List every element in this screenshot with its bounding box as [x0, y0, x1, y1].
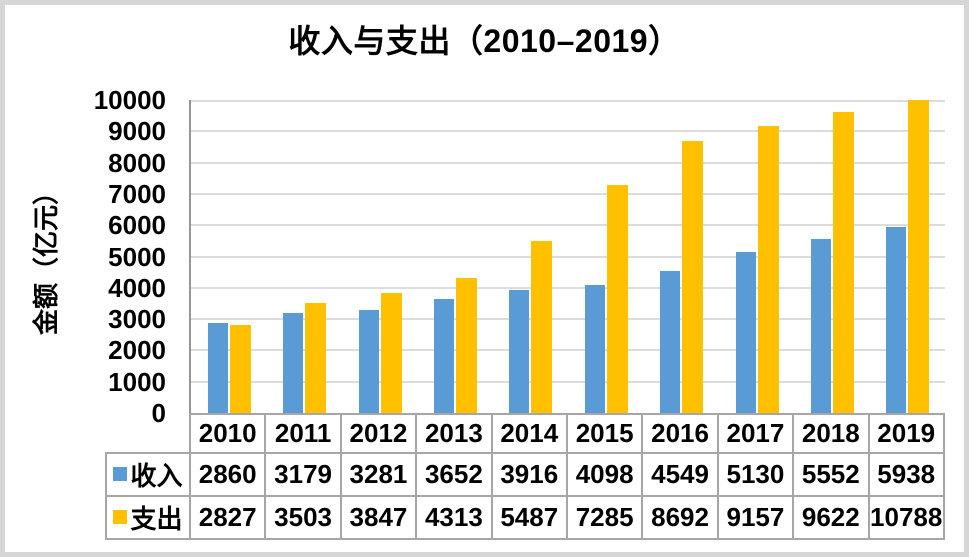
y-tick-label-6000: 6000 [108, 210, 166, 240]
y-tick-label-9000: 9000 [108, 116, 166, 146]
income-bar-2015 [585, 285, 605, 413]
income-bar-2011 [283, 313, 303, 413]
y-tick-label-4000: 4000 [108, 273, 166, 303]
expense-bar-2012 [381, 293, 402, 413]
value-cell-income-2011: 3179 [264, 452, 342, 497]
gridline-6000 [191, 224, 945, 226]
value-cell-expense-2012: 3847 [339, 495, 418, 540]
expense-bar-2013 [456, 278, 477, 413]
value-cell-income-2013: 3652 [415, 452, 493, 497]
expense-bar-2016 [682, 141, 703, 413]
expense-legend-swatch-icon [113, 509, 128, 524]
gridline-3000 [191, 318, 945, 320]
value-cell-expense-2019: 10788 [867, 495, 945, 540]
y-tick-label-5000: 5000 [108, 242, 166, 272]
gridline-7000 [191, 193, 945, 195]
y-tick-label-10000: 10000 [93, 85, 166, 115]
table-corner-cell [106, 414, 191, 454]
year-header-2016: 2016 [641, 413, 719, 454]
y-tick-label-8000: 8000 [108, 148, 166, 178]
income-legend-swatch-icon [113, 466, 128, 481]
income-bar-2014 [509, 290, 529, 413]
year-header-2015: 2015 [565, 413, 644, 454]
chart-title: 收入与支出（2010–2019） [288, 23, 681, 59]
gridline-10000 [191, 100, 945, 102]
y-tick-label-2000: 2000 [108, 335, 166, 365]
expense-bar-2014 [531, 241, 552, 413]
income-bar-2019 [886, 227, 906, 413]
value-cell-income-2016: 4549 [641, 452, 719, 497]
legend-entry-income: 收入 [113, 456, 183, 493]
value-cell-expense-2018: 9622 [792, 495, 870, 540]
gridline-9000 [191, 130, 945, 132]
income-bar-2012 [359, 310, 379, 413]
legend-label-income: 收入 [130, 461, 183, 491]
income-bar-2016 [660, 271, 680, 413]
value-cell-income-2018: 5552 [792, 452, 870, 497]
expense-bar-2015 [607, 185, 628, 413]
value-cell-income-2012: 3281 [339, 452, 418, 497]
year-header-2013: 2013 [415, 413, 493, 454]
gridline-2000 [191, 349, 945, 351]
year-header-2017: 2017 [716, 413, 795, 454]
value-cell-expense-2017: 9157 [716, 495, 795, 540]
year-header-2018: 2018 [792, 413, 870, 454]
legend-label-expense: 支出 [130, 504, 183, 534]
legend-cell-expense: 支出 [105, 495, 191, 540]
table-row-income: 收入 2860 3179 3281 3652 3916 4098 4549 5130 5552 59… [105, 452, 945, 497]
income-bar-2017 [736, 252, 756, 413]
value-cell-expense-2015: 7285 [565, 495, 644, 540]
gridline-4000 [191, 287, 945, 289]
legend-entry-expense: 支出 [113, 499, 183, 536]
y-axis-tick-labels: 0 1000 2000 3000 4000 5000 6000 7000 8000 9000 100… [0, 85, 166, 428]
value-cell-expense-2011: 3503 [264, 495, 342, 540]
data-table: 2010 2011 2012 2013 2014 2015 2016 2017 2018 2019… [105, 413, 945, 540]
value-cell-income-2014: 3916 [490, 452, 568, 497]
y-tick-label-1000: 1000 [108, 367, 166, 397]
expense-bar-2011 [305, 303, 326, 413]
value-cell-expense-2010: 2827 [188, 495, 267, 540]
value-cell-income-2017: 5130 [716, 452, 795, 497]
year-header-2011: 2011 [264, 413, 342, 454]
table-row-years: 2010 2011 2012 2013 2014 2015 2016 2017 2018 2019 [106, 413, 945, 454]
value-cell-expense-2016: 8692 [641, 495, 719, 540]
value-cell-expense-2014: 5487 [490, 495, 568, 540]
data-table-body: 2010 2011 2012 2013 2014 2015 2016 2017 2018 2019… [105, 413, 945, 540]
year-header-2012: 2012 [339, 413, 418, 454]
plot-area [189, 100, 945, 413]
value-cell-expense-2013: 4313 [415, 495, 493, 540]
legend-cell-income: 收入 [105, 452, 191, 497]
gridline-5000 [191, 256, 945, 258]
income-bar-2010 [208, 323, 228, 413]
year-header-2019: 2019 [867, 413, 945, 454]
gridline-1000 [191, 381, 945, 383]
gridline-8000 [191, 162, 945, 164]
y-tick-label-7000: 7000 [108, 179, 166, 209]
income-bar-2018 [811, 239, 831, 413]
year-header-2014: 2014 [490, 413, 568, 454]
income-bar-2013 [434, 299, 454, 413]
expense-bar-2010 [230, 325, 251, 413]
expense-bar-2019 [908, 100, 929, 413]
value-cell-income-2015: 4098 [565, 452, 644, 497]
value-cell-income-2019: 5938 [867, 452, 945, 497]
value-cell-income-2010: 2860 [188, 452, 267, 497]
expense-bar-2017 [758, 126, 779, 413]
expense-bar-2018 [833, 112, 854, 413]
year-header-2010: 2010 [188, 413, 267, 454]
y-tick-label-3000: 3000 [108, 304, 166, 334]
table-row-expense: 支出 2827 3503 3847 4313 5487 7285 8692 9157 9622 10… [105, 495, 945, 540]
